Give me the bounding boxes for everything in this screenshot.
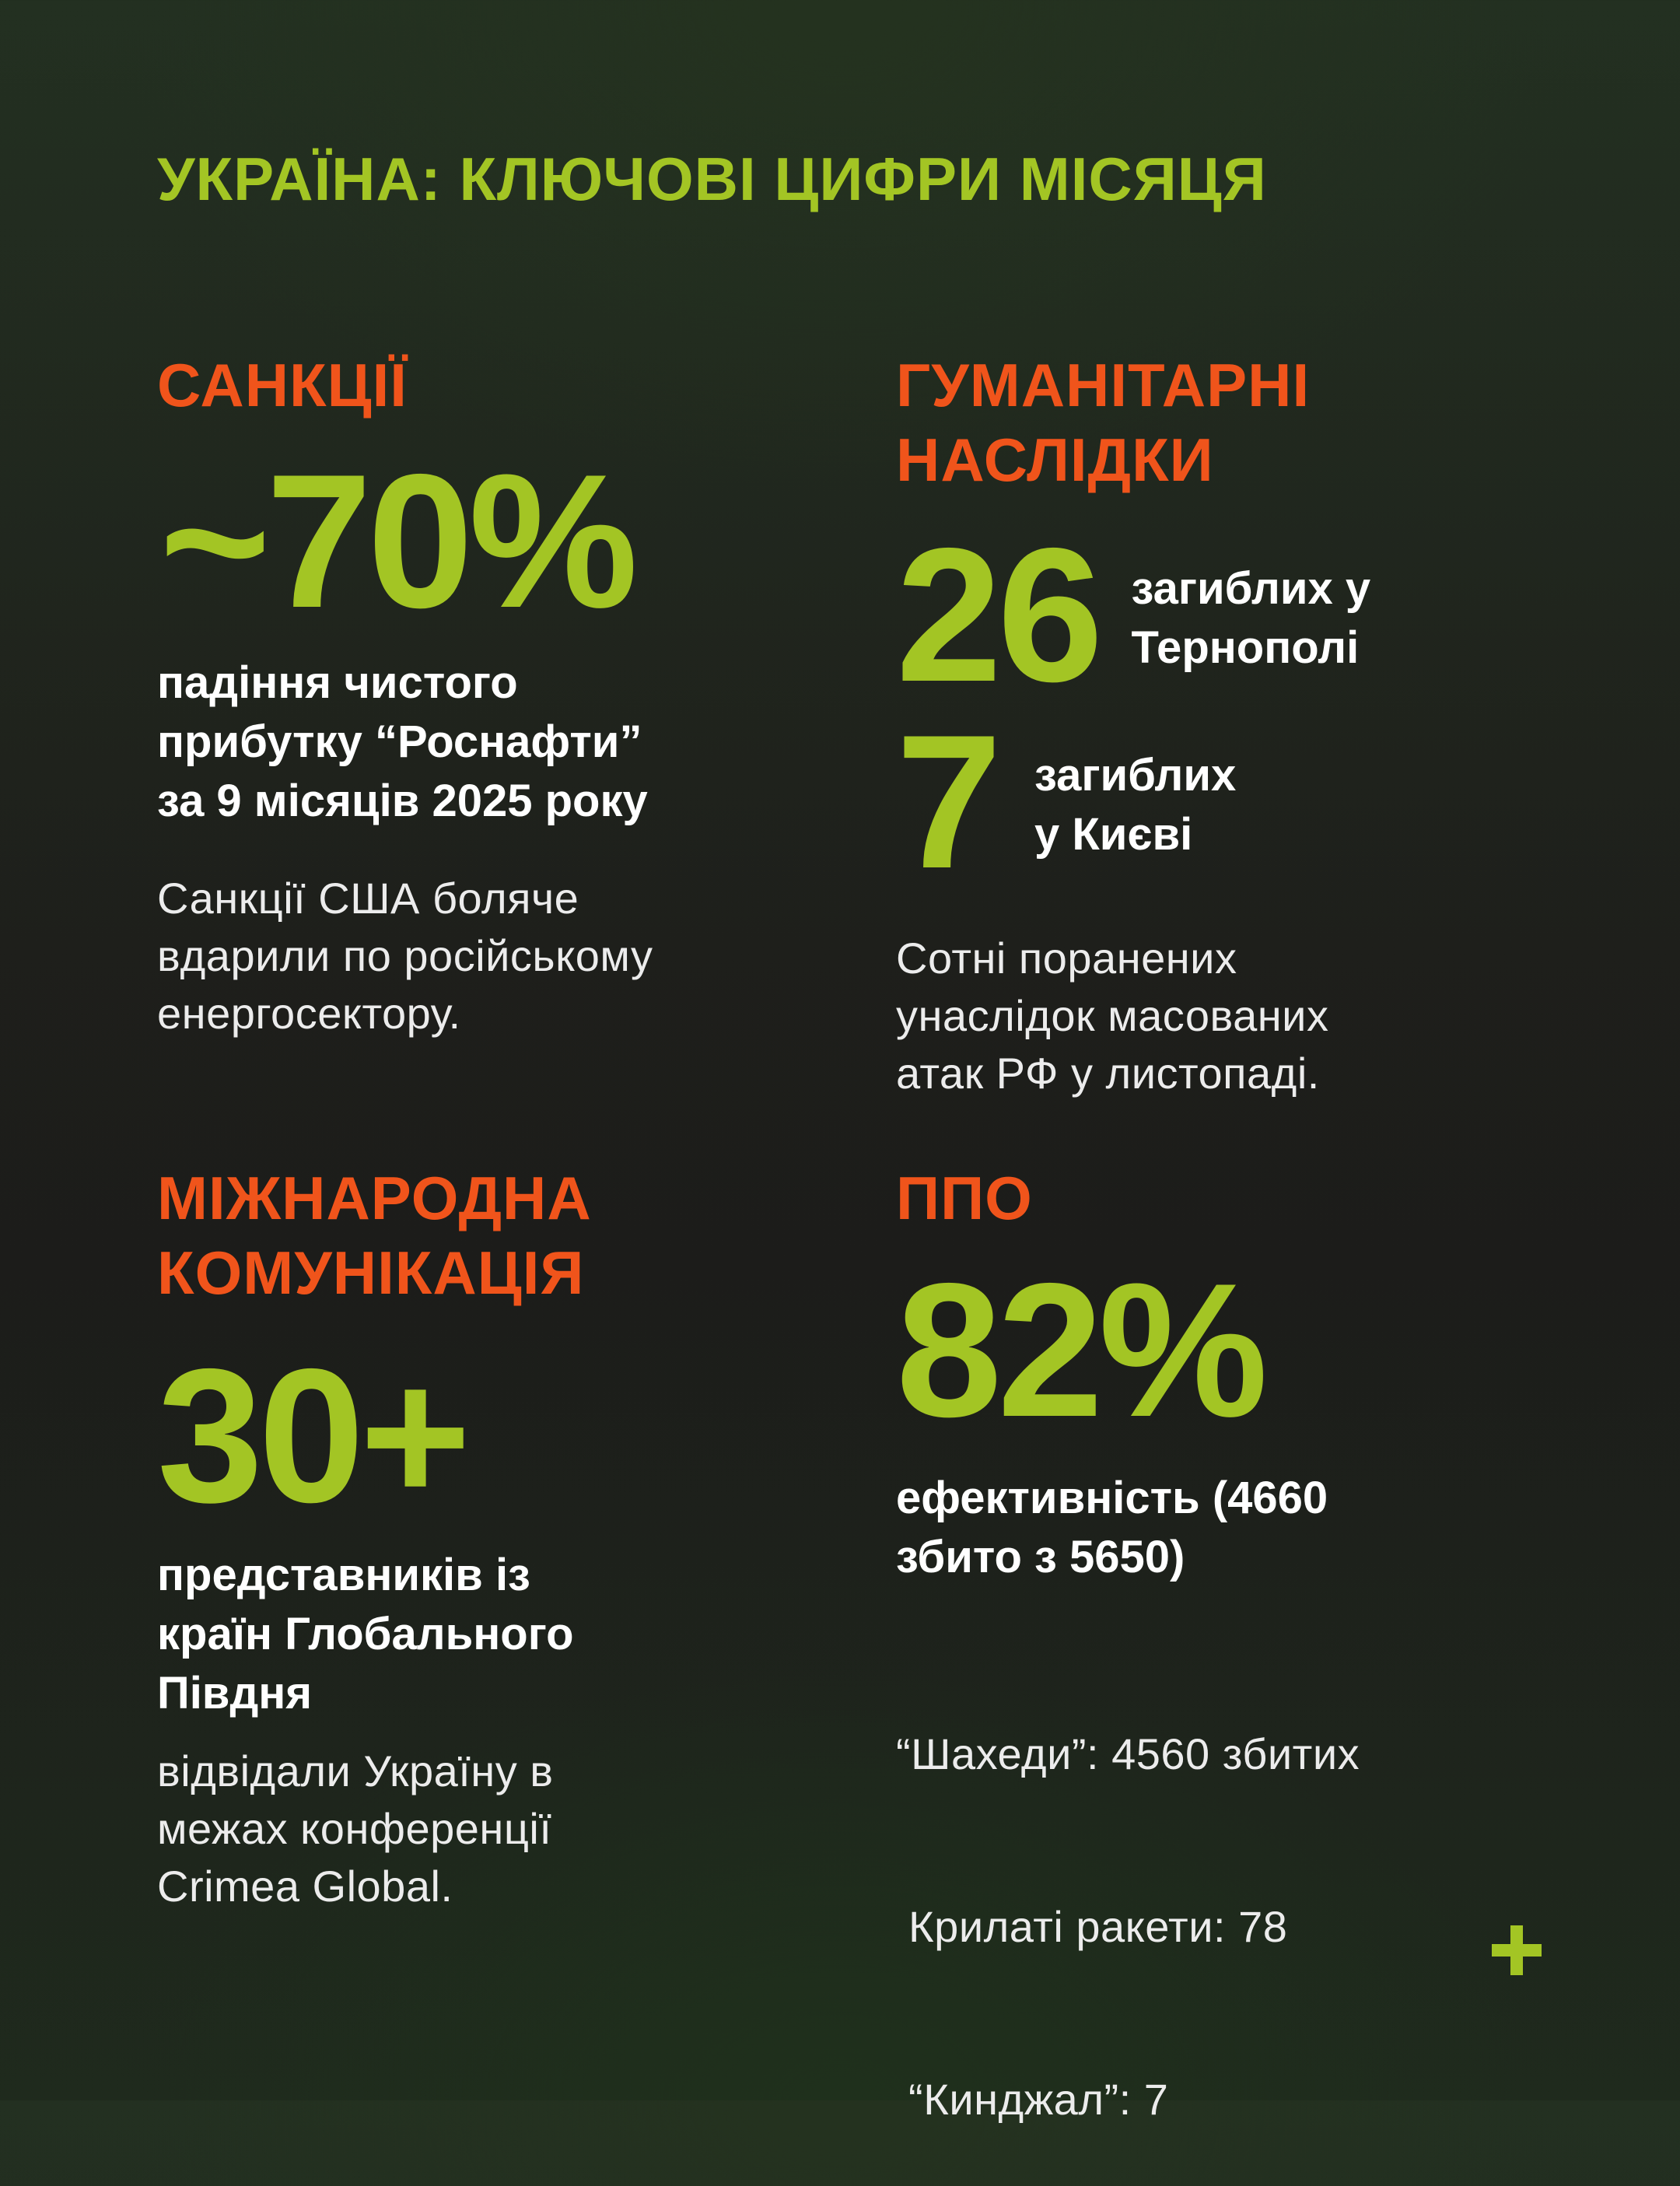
sanctions-description-line: падіння чистого [157, 657, 518, 708]
sanctions-note-line: енергосектору. [157, 989, 461, 1038]
air-defense-description-line: збито з 5650) [896, 1532, 1185, 1582]
communication-description-line: представників із [157, 1550, 530, 1600]
communication-heading-line: КОМУНІКАЦІЯ [157, 1238, 585, 1307]
sanctions-description-line: прибутку “Роснафти” [157, 716, 642, 767]
sanctions-note: Санкції США боляче вдарили по російськом… [157, 870, 653, 1042]
humanitarian-heading: ГУМАНІТАРНІ НАСЛІДКИ [896, 348, 1310, 497]
sanctions-note-line: вдарили по російському [157, 931, 653, 980]
humanitarian-note-line: унаслідок масованих [896, 991, 1329, 1040]
air-defense-note-line: “Кинджал”: 7 [896, 2075, 1169, 2124]
communication-note-line: Crimea Global. [157, 1862, 453, 1911]
air-defense-description-line: ефективність (4660 [896, 1473, 1328, 1523]
humanitarian-stat-kyiv: 7 загиблих у Києві [896, 695, 1236, 908]
humanitarian-note-line: Сотні поранених [896, 934, 1237, 983]
kyiv-deaths-label-line: загиблих [1034, 750, 1237, 800]
air-defense-figure: 82% [896, 1243, 1268, 1456]
kyiv-deaths-label: загиблих у Києві [1034, 746, 1236, 864]
ternopil-deaths-figure: 26 [896, 508, 1104, 721]
communication-figure: 30+ [157, 1329, 471, 1542]
ternopil-deaths-label-line: загиблих у [1131, 563, 1371, 614]
communication-description-line: Півдня [157, 1668, 313, 1718]
sanctions-heading: САНКЦІЇ [157, 351, 408, 419]
ternopil-deaths-label: загиблих у Тернополі [1132, 559, 1371, 678]
communication-description-line: країн Глобального [157, 1609, 574, 1659]
sanctions-note-line: Санкції США боляче [157, 874, 579, 923]
page-title: УКРАЇНА: КЛЮЧОВІ ЦИФРИ МІСЯЦЯ [157, 145, 1267, 213]
air-defense-note-line: “Шахеди”: 4560 збитих [896, 1729, 1360, 1778]
communication-note-line: межах конференції [157, 1804, 552, 1853]
sanctions-description: падіння чистого прибутку “Роснафти” за 9… [157, 653, 648, 831]
sanctions-figure: ~70% [159, 434, 638, 647]
humanitarian-note-line: атак РФ у листопаді. [896, 1049, 1320, 1098]
sanctions-description-line: за 9 місяців 2025 року [157, 776, 648, 826]
kyiv-deaths-figure: 7 [896, 695, 1002, 908]
kyiv-deaths-label-line: у Києві [1034, 809, 1193, 860]
humanitarian-stat-ternopil: 26 загиблих у Тернополі [896, 517, 1370, 712]
communication-description: представників із країн Глобального Півдн… [157, 1546, 574, 1723]
communication-note: відвідали Україну в межах конференції Cr… [157, 1743, 554, 1915]
communication-heading-line: МІЖНАРОДНА [157, 1164, 592, 1232]
ternopil-deaths-label-line: Тернополі [1131, 622, 1360, 673]
humanitarian-heading-line: НАСЛІДКИ [896, 426, 1214, 494]
air-defense-heading: ППО [896, 1164, 1033, 1232]
humanitarian-heading-line: ГУМАНІТАРНІ [896, 351, 1311, 419]
air-defense-note: “Шахеди”: 4560 збитих Крилаті ракети: 78… [896, 1610, 1360, 2186]
humanitarian-note: Сотні поранених унаслідок масованих атак… [896, 930, 1328, 1102]
plus-icon [1492, 1925, 1542, 1975]
communication-heading: МІЖНАРОДНА КОМУНІКАЦІЯ [157, 1161, 592, 1310]
air-defense-description: ефективність (4660 збито з 5650) [896, 1469, 1328, 1587]
communication-note-line: відвідали Україну в [157, 1746, 554, 1795]
air-defense-note-line: Крилаті ракети: 78 [896, 1902, 1288, 1951]
